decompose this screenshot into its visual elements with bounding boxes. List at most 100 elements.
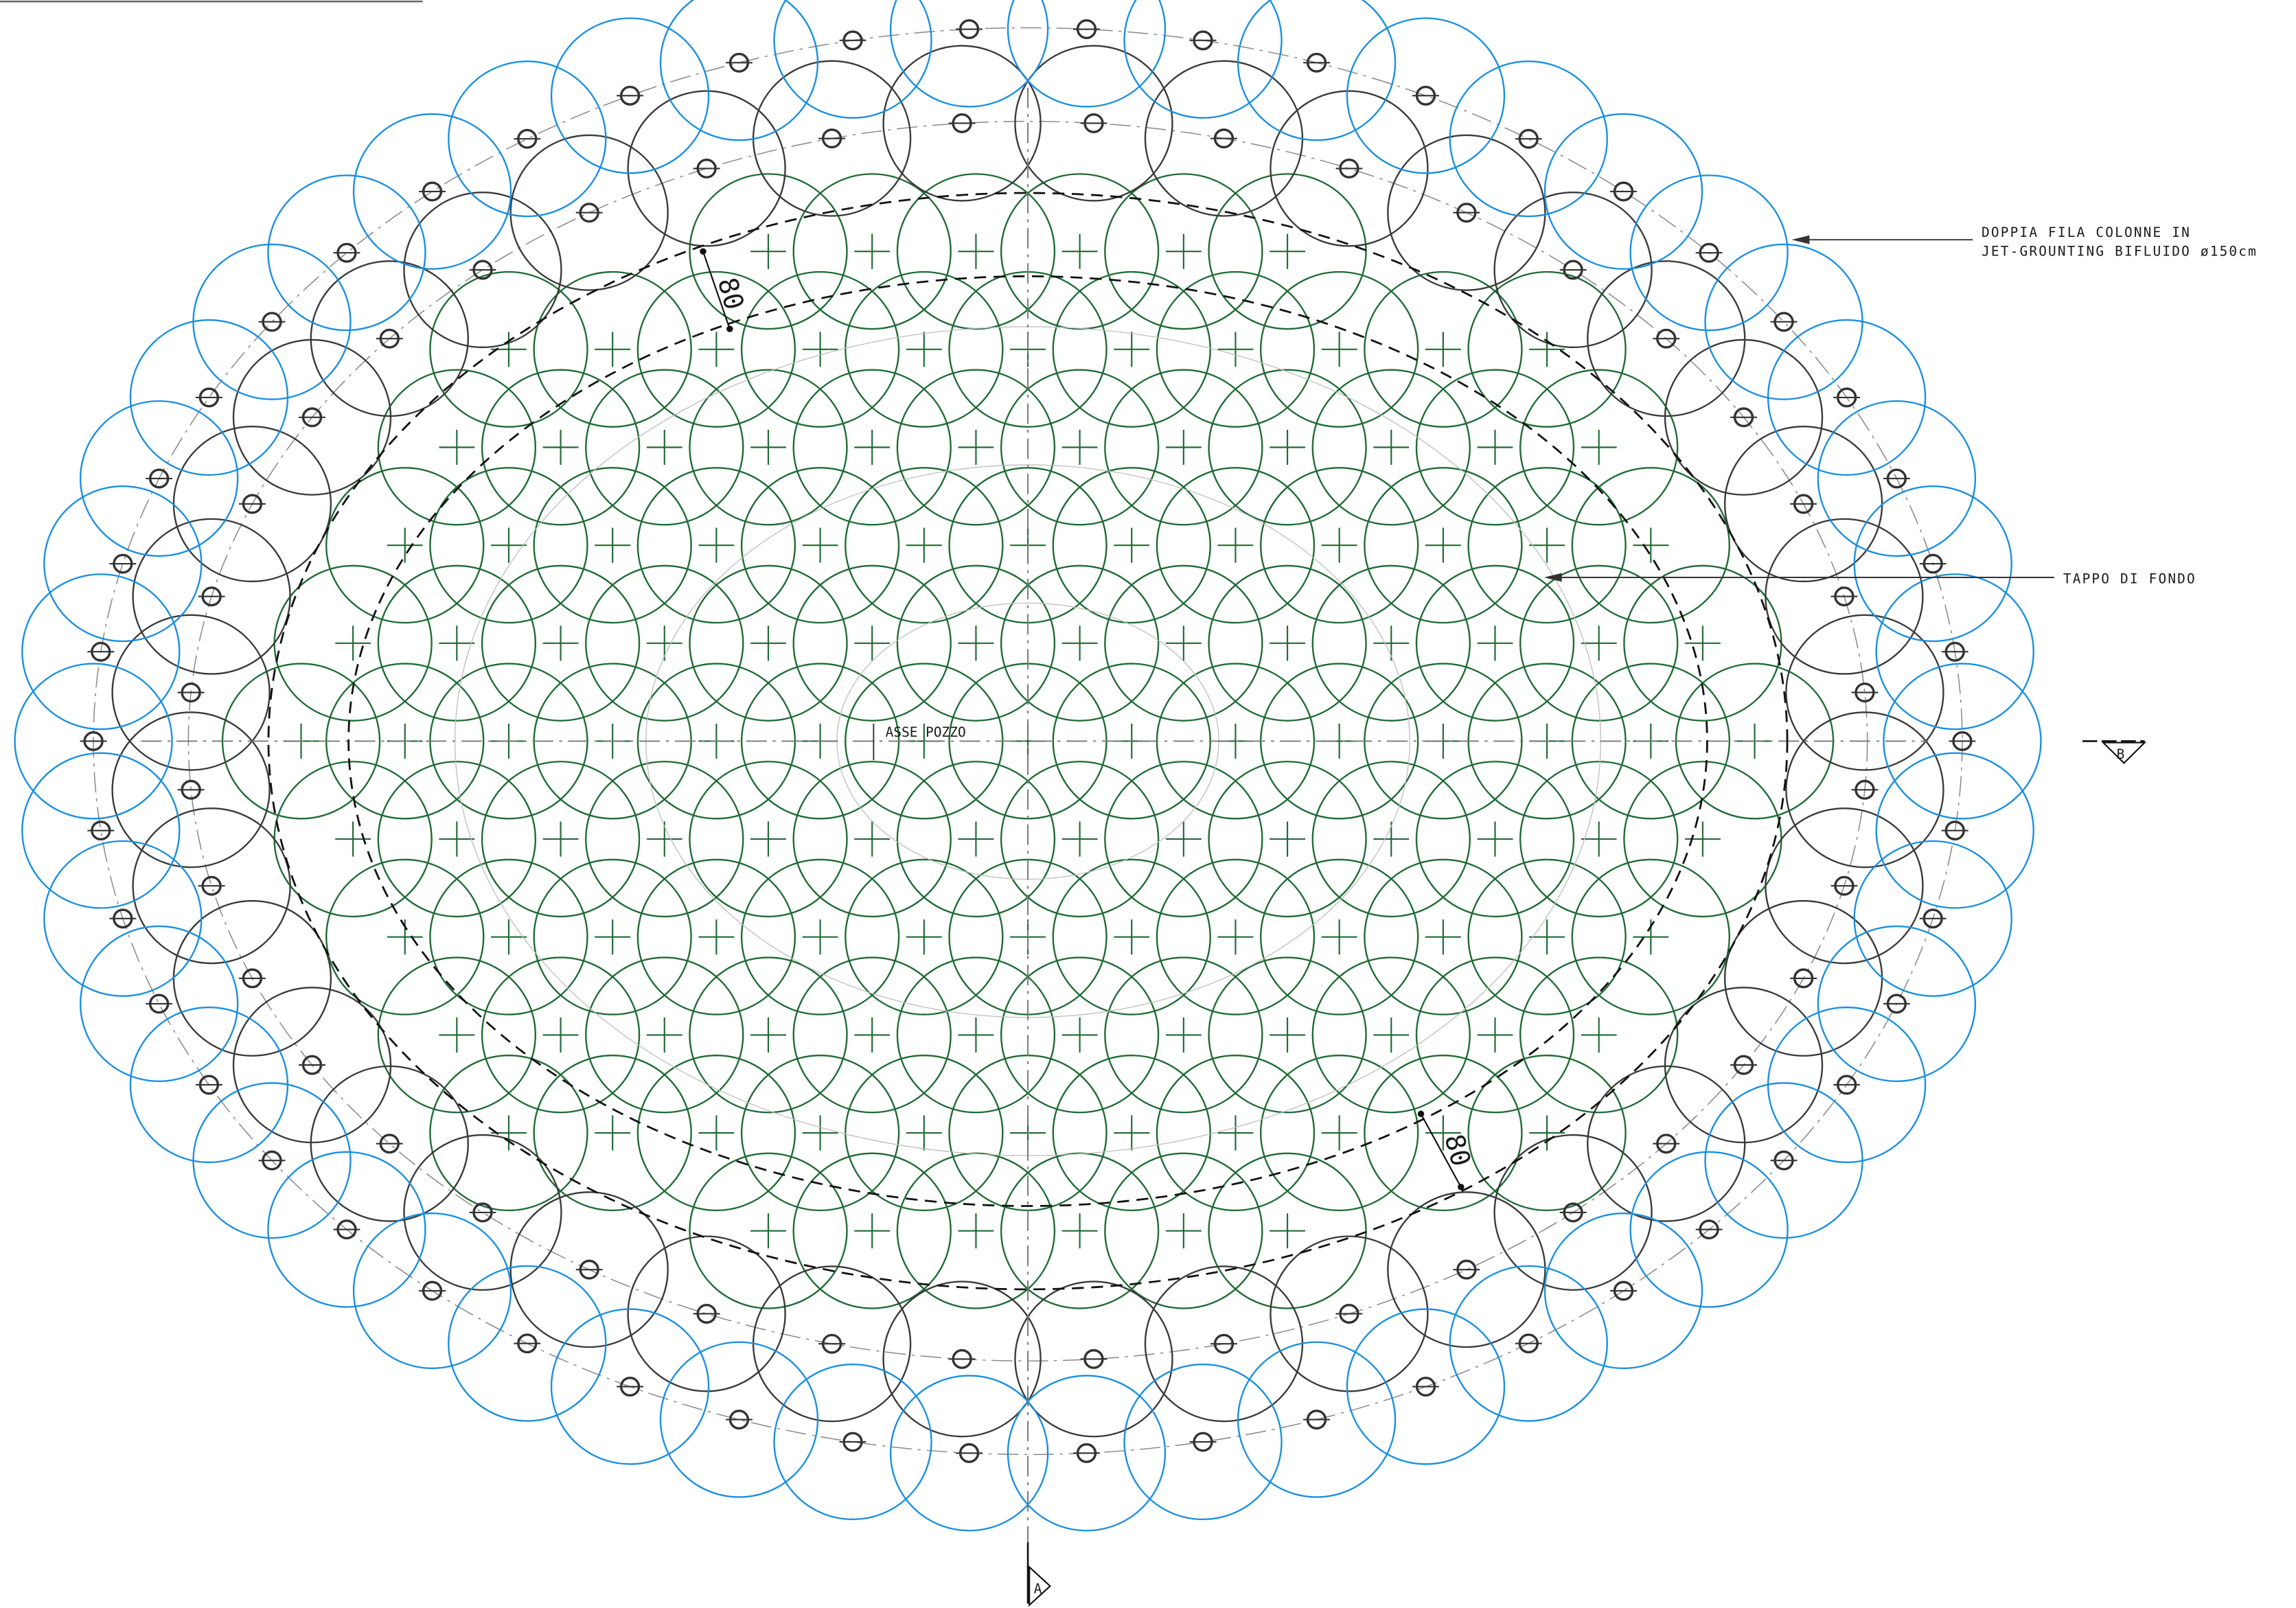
outer-row-column (14, 663, 173, 820)
inner-row-column (1664, 338, 1824, 496)
outer-row-column (1875, 752, 2034, 909)
outer-row-column (352, 113, 512, 270)
plug-column (1364, 467, 1523, 624)
outer-row-column (550, 17, 710, 174)
plug-column (1208, 956, 1367, 1114)
plug-column (636, 1055, 796, 1212)
inner-row-column (882, 45, 1042, 202)
inner-row-column (509, 134, 669, 291)
plug-column (1052, 1055, 1211, 1212)
inner-row-column (132, 518, 291, 675)
outer-row-column (1875, 573, 2034, 731)
inner-row-column (1785, 614, 1944, 771)
outer-row-column (1853, 840, 2012, 997)
plug-column (689, 1152, 848, 1309)
plug-column (1104, 564, 1263, 722)
plug-column (689, 956, 848, 1114)
inner-row-column (403, 191, 562, 349)
plug-column (1052, 271, 1211, 428)
plug-column (533, 271, 692, 428)
plug-column (1208, 564, 1367, 722)
plug-column (740, 1055, 900, 1212)
dimension-dot-top-a (700, 248, 707, 255)
plug-column (1571, 858, 1730, 1015)
dimension-dot-bottom-a (1417, 1110, 1425, 1118)
outer-row-column (1007, 1375, 1167, 1532)
plug-column (1000, 173, 1160, 330)
plug-column (1415, 956, 1575, 1114)
outer-row-column (1543, 113, 1703, 270)
outer-row-column (889, 0, 1049, 108)
plug-column (1000, 761, 1160, 918)
inner-row-column (132, 807, 291, 965)
leader-bottom-plug-arrow (1543, 573, 1562, 582)
dimension-label-top: 80 (711, 275, 750, 313)
plug-column (533, 467, 692, 624)
plug-column (740, 858, 900, 1015)
plug-column (1259, 271, 1419, 428)
plug-column (481, 564, 641, 722)
leader-double-row-arrow (1791, 235, 1810, 244)
outer-row-column (1817, 925, 1977, 1082)
plug-column (689, 369, 848, 526)
inner-row-column (1270, 1235, 1429, 1392)
plug-column (689, 761, 848, 918)
plug-column (740, 467, 900, 624)
plug-column (1467, 467, 1627, 624)
section-b-label: B (2117, 746, 2125, 762)
plug-column (1467, 1055, 1627, 1212)
outer-row-column (79, 925, 239, 1082)
outer-row-column (79, 400, 239, 557)
plug-column (429, 467, 588, 624)
plug-column (1519, 956, 1679, 1114)
plug-column (585, 956, 744, 1114)
plug-column (896, 761, 1056, 918)
plug-column (1052, 467, 1211, 624)
plug-column (896, 956, 1056, 1114)
plug-column (1519, 761, 1679, 918)
plug-column (429, 858, 588, 1015)
plug-column (481, 956, 641, 1114)
plug-column (377, 761, 537, 918)
plug-column (377, 564, 537, 722)
inner-row-column (111, 711, 271, 869)
inner-row-column (509, 1191, 669, 1348)
plug-column (1000, 1152, 1160, 1309)
plug-column (1259, 467, 1419, 624)
inner-row-column (403, 1134, 562, 1291)
outer-row-column (1883, 663, 2042, 820)
inner-row-column (882, 1280, 1042, 1438)
plug-column (1519, 564, 1679, 722)
outer-row-column (1237, 1341, 1397, 1498)
outer-row-column (550, 1308, 710, 1465)
plug-column (636, 858, 796, 1015)
outer-row-column (267, 174, 426, 332)
plug-column (1000, 369, 1160, 526)
plug-column (636, 467, 796, 624)
plug-column (429, 1055, 588, 1212)
inner-row-column (1387, 1191, 1546, 1348)
plug-column (1259, 1055, 1419, 1212)
plug-column (1156, 271, 1316, 428)
inner-row-column (1765, 807, 1924, 965)
inner-row-column (310, 260, 469, 417)
plug-column (1104, 369, 1263, 526)
dimension-line-bottom (1420, 1113, 1462, 1188)
plug-column (481, 369, 641, 526)
inner-row-column (1493, 1134, 1653, 1291)
outer-row-column (773, 1364, 932, 1521)
plug-column (585, 564, 744, 722)
plug-column (1208, 1152, 1367, 1309)
plug-column (792, 956, 952, 1114)
outer-row-column (1767, 319, 1927, 476)
inner-row-column (627, 1235, 786, 1392)
section-a-arrow (1029, 1565, 1052, 1607)
section-a-label: A (1034, 1581, 1042, 1597)
outer-row-column (1237, 0, 1397, 141)
inner-row-column (1785, 711, 1944, 869)
plug-column (1364, 858, 1523, 1015)
outer-row-column (129, 1006, 289, 1164)
plug-column (1311, 761, 1471, 918)
inner-row-column (1664, 987, 1824, 1144)
plug-column (585, 761, 744, 918)
